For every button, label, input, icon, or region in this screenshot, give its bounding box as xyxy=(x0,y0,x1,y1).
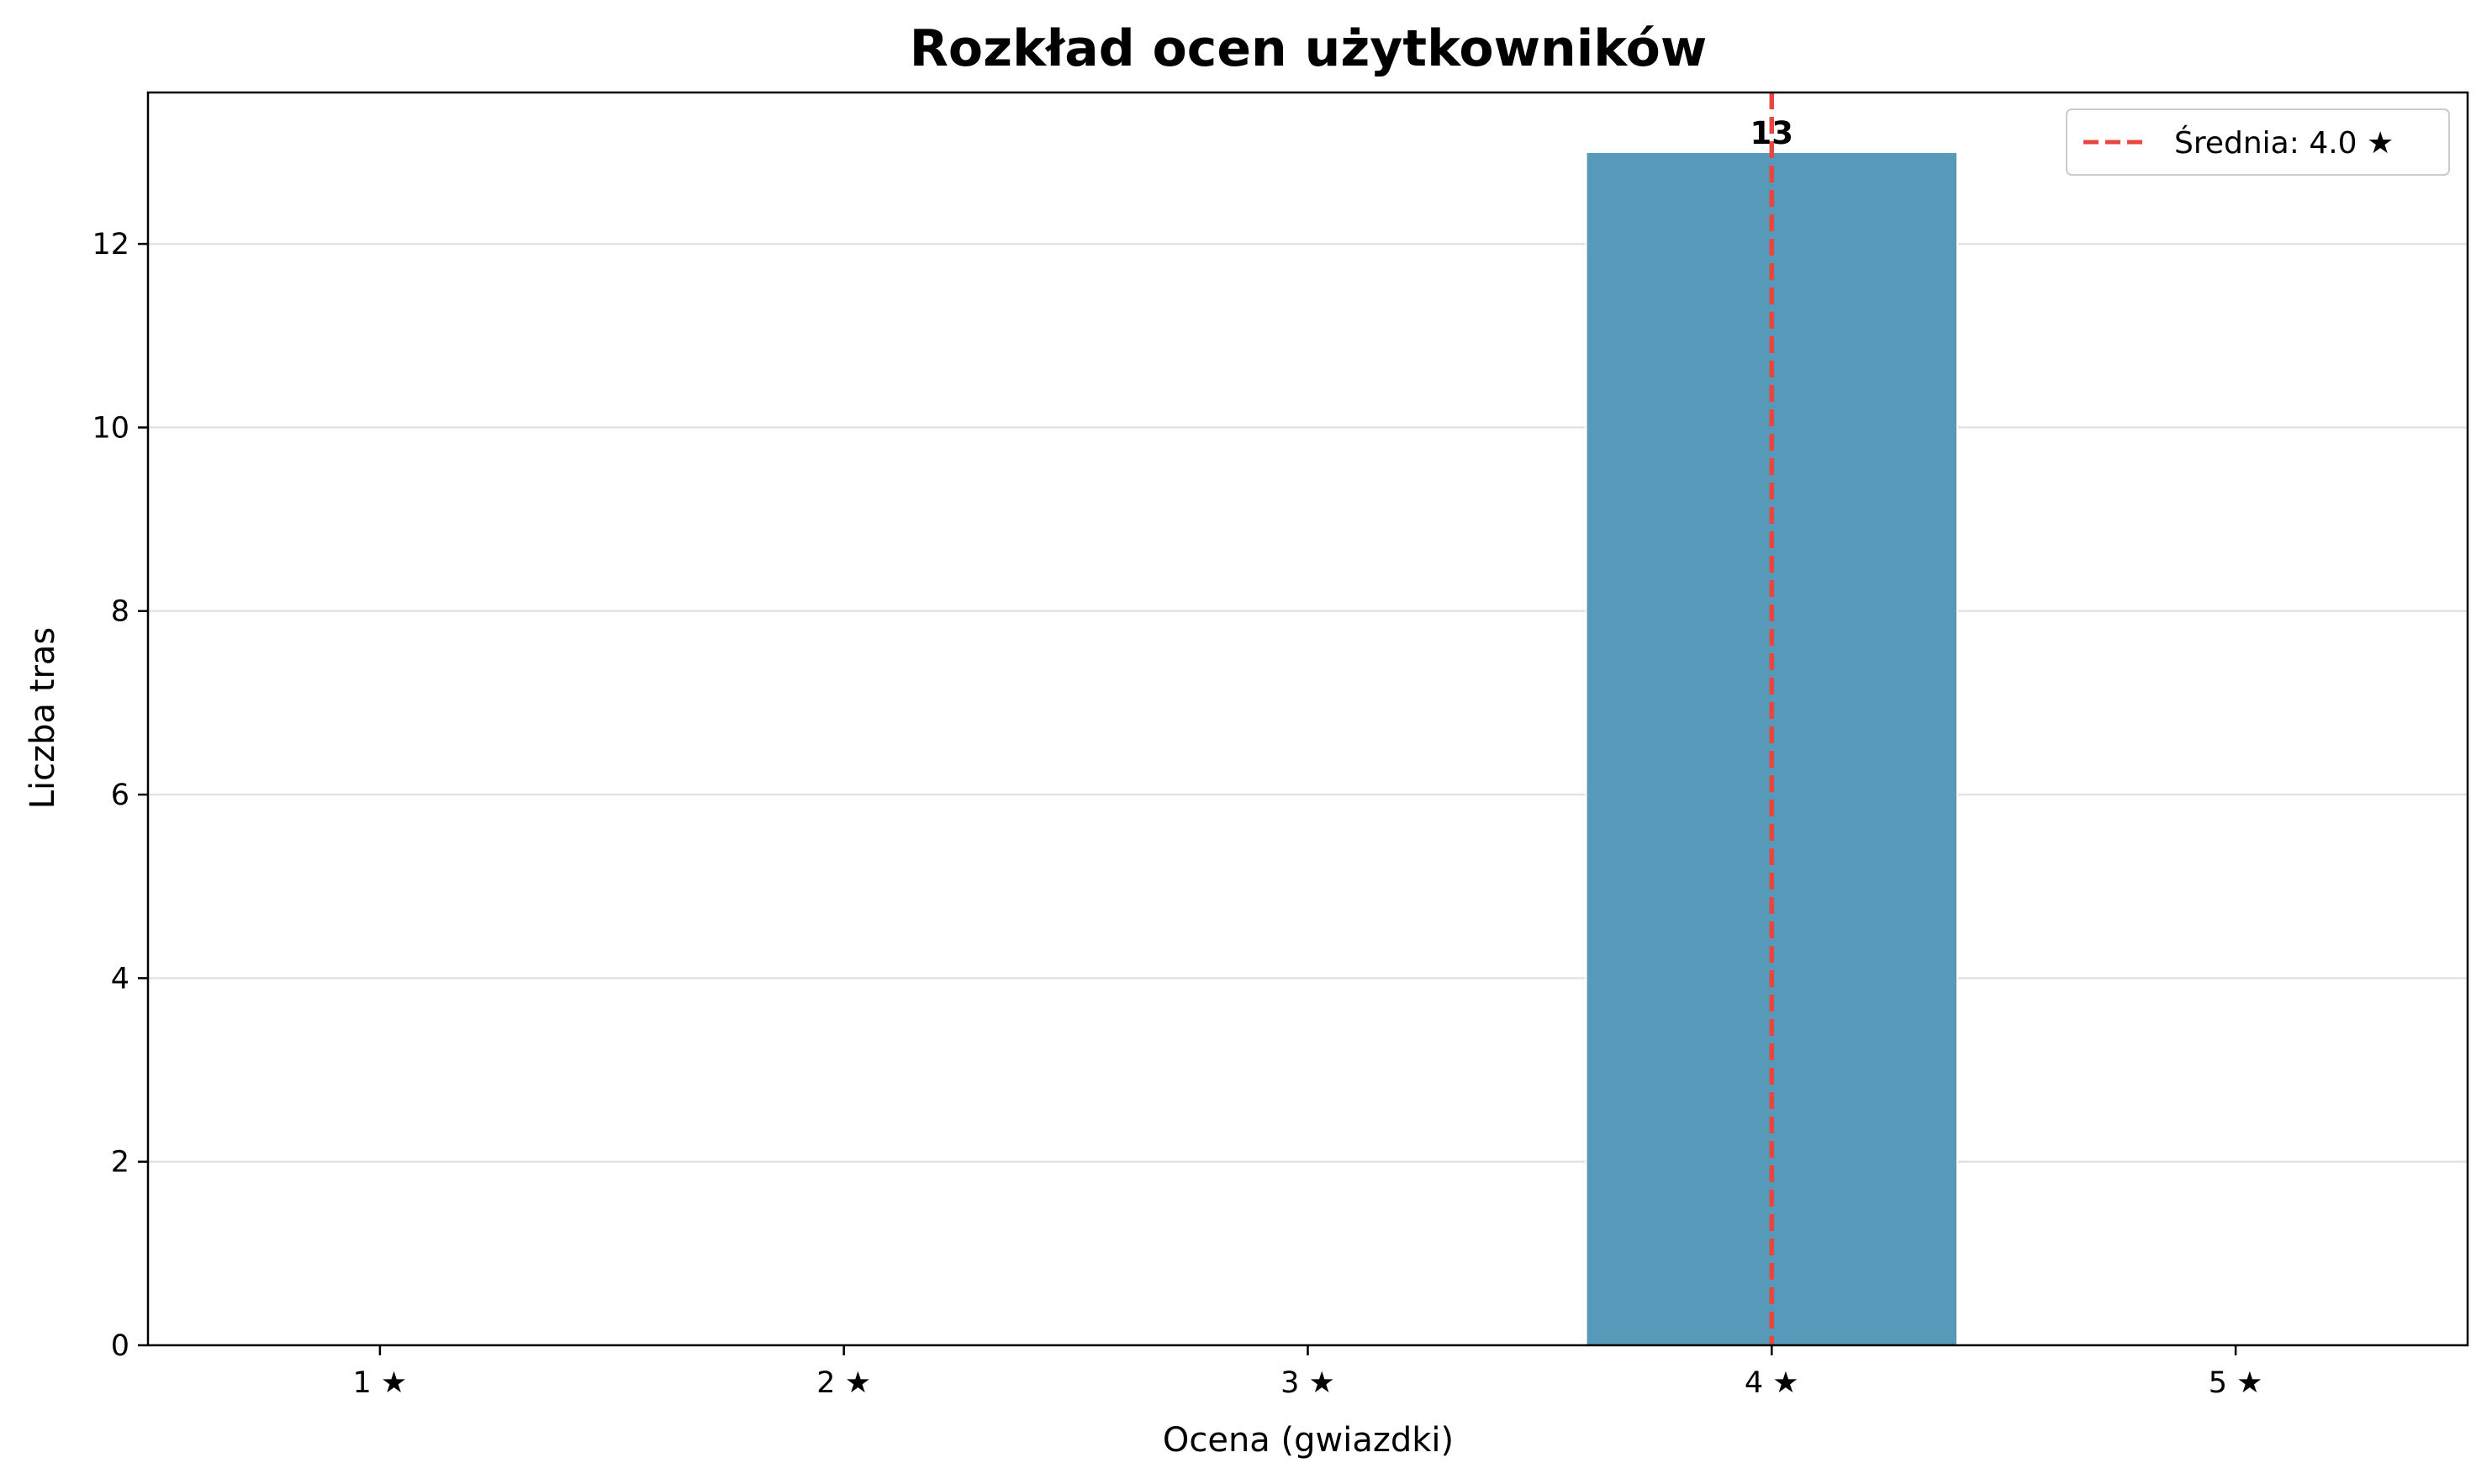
x-axis-label: Ocena (gwiazdki) xyxy=(1163,1421,1454,1460)
legend-box xyxy=(2066,108,2450,176)
x-tick-label: 2 ★ xyxy=(816,1366,871,1400)
chart-title: Rozkład ocen użytkowników xyxy=(910,19,1708,78)
x-tick-label: 1 ★ xyxy=(353,1366,408,1400)
data-label: 13 xyxy=(1750,115,1794,151)
legend-label-mean: Średnia: 4.0 ★ xyxy=(2174,125,2394,161)
x-tick-label: 5 ★ xyxy=(2209,1366,2263,1400)
x-tick-label: 4 ★ xyxy=(1745,1366,1799,1400)
y-axis-ticks: 0 2 4 6 8 10 12 xyxy=(92,228,148,1363)
grid-lines xyxy=(148,242,2468,1163)
y-axis-label: Liczba tras xyxy=(24,627,62,809)
y-tick-label: 2 xyxy=(111,1146,129,1180)
legend: Średnia: 4.0 ★ xyxy=(2066,108,2450,176)
y-tick-label: 8 xyxy=(111,595,129,629)
y-tick-label: 4 xyxy=(111,962,129,995)
y-tick-label: 6 xyxy=(111,779,129,812)
x-axis-ticks: 1 ★ 2 ★ 3 ★ 4 ★ 5 ★ xyxy=(353,1345,2263,1400)
x-tick-label: 3 ★ xyxy=(1280,1366,1335,1400)
y-tick-label: 0 xyxy=(111,1329,129,1363)
y-tick-label: 10 xyxy=(92,411,129,445)
data-labels: 13 xyxy=(1750,115,1794,151)
y-tick-label: 12 xyxy=(92,228,129,261)
